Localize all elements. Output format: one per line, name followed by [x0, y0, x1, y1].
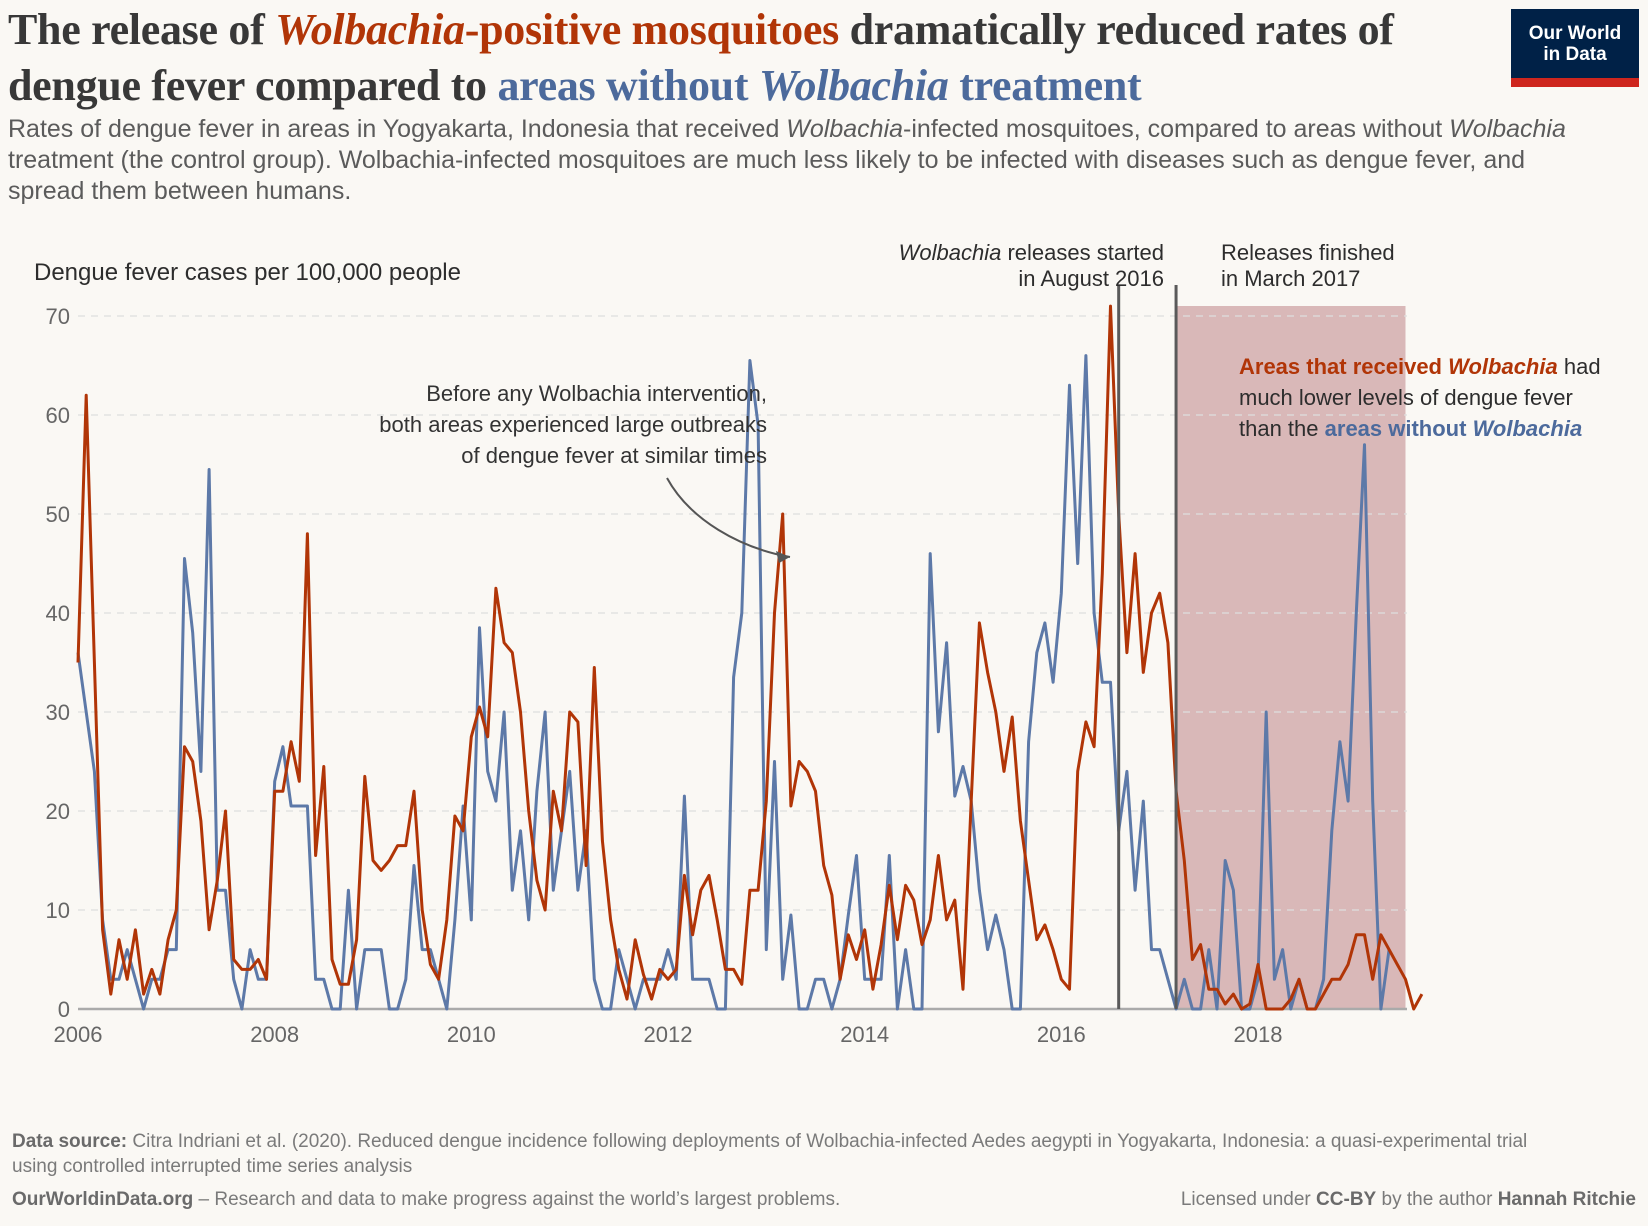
title-treated-rest: -positive mosquitoes [464, 5, 839, 54]
subtitle-text: -infected mosquitoes, compared to areas … [903, 115, 1450, 143]
y-tick-label: 70 [46, 304, 70, 329]
annotation-before-line2: both areas experienced large outbreaks [379, 412, 767, 437]
footer-site: OurWorldinData.org – Research and data t… [12, 1187, 840, 1212]
title-control-highlight: areas without Wolbachia treatment [497, 61, 1141, 110]
license-prefix: Licensed under [1180, 1189, 1317, 1210]
title-wolbachia-italic: Wolbachia [275, 5, 465, 54]
owid-logo[interactable]: Our World in Data [1511, 9, 1639, 87]
data-source-text: Citra Indriani et al. (2020). Reduced de… [12, 1131, 1528, 1177]
title-text-mid: dramatically reduced rates of dengue fev… [8, 5, 1394, 110]
title-control-rest: treatment [948, 61, 1142, 110]
series-line-control [76, 354, 1391, 1011]
title-control-italic: Wolbachia [758, 61, 949, 110]
x-tick-label: 2010 [447, 1022, 496, 1047]
footer-tagline: – Research and data to make progress aga… [193, 1189, 841, 1210]
marker-start-label-line2: in August 2016 [1018, 266, 1164, 291]
subtitle-italic: Wolbachia [1449, 115, 1566, 143]
series-line-treated [76, 304, 1424, 1011]
annotation-arrowhead-icon [776, 551, 790, 563]
y-tick-label: 40 [46, 601, 70, 626]
x-tick-label: 2014 [840, 1022, 889, 1047]
marker-start-label-line1: Wolbachia releases started [899, 240, 1164, 265]
y-tick-label: 50 [46, 502, 70, 527]
x-tick-label: 2018 [1234, 1022, 1283, 1047]
title-treated-highlight: Wolbachia-positive mosquitoes [275, 5, 839, 54]
logo-line1: Our World [1528, 22, 1622, 44]
subtitle-italic: Wolbachia [786, 115, 904, 143]
data-source-label: Data source: [12, 1131, 128, 1152]
y-tick-label: 0 [58, 997, 70, 1022]
annotation-after: Areas that received Wolbachia had much l… [1239, 354, 1601, 441]
y-tick-label: 20 [46, 799, 70, 824]
x-tick-label: 2016 [1037, 1022, 1086, 1047]
subtitle-text: Rates of dengue fever in areas in Yogyak… [8, 115, 787, 143]
license-mid: by the author [1376, 1189, 1498, 1210]
x-tick-label: 2008 [250, 1022, 299, 1047]
title-control-text: areas without [497, 61, 759, 110]
y-axis-label: Dengue fever cases per 100,000 people [34, 259, 461, 286]
y-tick-label: 30 [46, 700, 70, 725]
x-tick-label: 2012 [644, 1022, 693, 1047]
annotation-arrow [666, 477, 791, 558]
marker-end-label-line1: Releases finished [1221, 240, 1395, 265]
author-name: Hannah Ritchie [1497, 1189, 1636, 1210]
annotation-after-line3: than the areas without Wolbachia [1239, 416, 1582, 441]
line-chart: 0 10 20 30 40 50 60 70 2006 2008 2010 2012 2014 2016… [34, 240, 1601, 1047]
data-source: Data source: Citra Indriani et al. (2020… [12, 1129, 1572, 1179]
title-text: The release of [8, 5, 276, 54]
logo-line2: in Data [1543, 43, 1607, 65]
chart-subtitle: Rates of dengue fever in areas in Yogyak… [8, 114, 1608, 207]
annotation-before-line3: of dengue fever at similar times [461, 443, 767, 468]
post-release-shaded-region [1176, 306, 1406, 1009]
annotation-after-line1: Areas that received Wolbachia had [1239, 354, 1601, 379]
footer-license: Licensed under CC-BY by the author Hanna… [1181, 1187, 1636, 1212]
y-tick-label: 10 [46, 898, 70, 923]
annotation-before-line1: Before any Wolbachia intervention, [426, 381, 767, 406]
marker-end-label-line2: in March 2017 [1221, 266, 1360, 291]
license-link[interactable]: CC-BY [1316, 1189, 1377, 1210]
annotation-after-line2: much lower levels of dengue fever [1239, 385, 1573, 410]
footer-site-link[interactable]: OurWorldinData.org [12, 1189, 194, 1210]
chart-title: The release of Wolbachia-positive mosqui… [8, 2, 1448, 114]
x-tick-label: 2006 [54, 1022, 103, 1047]
y-tick-label: 60 [46, 403, 70, 428]
annotation-before: Before any Wolbachia intervention, both … [379, 381, 767, 468]
subtitle-text: treatment (the control group). Wolbachia… [8, 146, 1526, 205]
